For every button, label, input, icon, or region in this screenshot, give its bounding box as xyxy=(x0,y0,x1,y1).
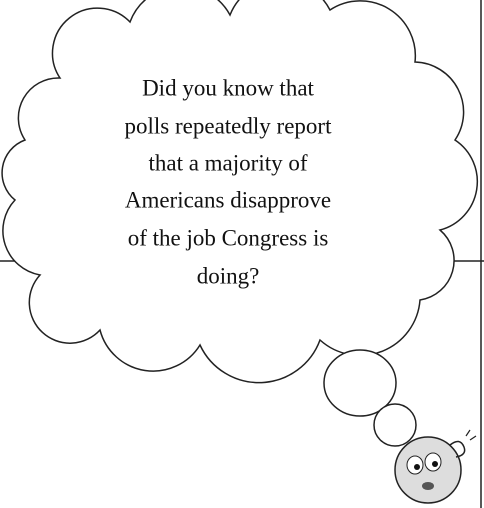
bubble-text-line: Did you know that xyxy=(142,75,314,100)
thinking-face xyxy=(394,429,477,504)
bubble-text-line: of the job Congress is xyxy=(128,225,329,250)
thought-bubble xyxy=(323,349,397,417)
thought-bubble xyxy=(373,403,417,447)
bubble-text-line: Americans disapprove xyxy=(125,187,331,212)
bubble-text-line: that a majority of xyxy=(148,150,307,175)
thought-cloud xyxy=(1,0,479,384)
bubble-text-line: polls repeatedly report xyxy=(125,113,333,138)
bubble-text-line: doing? xyxy=(197,263,260,288)
